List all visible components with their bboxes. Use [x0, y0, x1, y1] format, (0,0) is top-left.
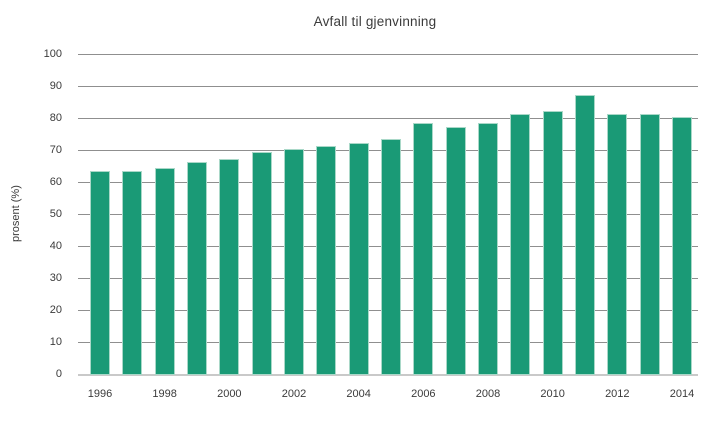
x-tick-label-2014: 2014	[669, 388, 695, 400]
gridline-80	[78, 118, 698, 119]
bar-2002	[283, 149, 304, 375]
y-tick-label-20: 20	[49, 304, 62, 316]
x-tick-label-2012: 2012	[605, 388, 630, 400]
gridline-90	[78, 86, 698, 87]
x-tick-label-2008: 2008	[475, 388, 501, 400]
y-tick-label-50: 50	[49, 208, 62, 220]
bar-2011	[574, 94, 595, 376]
plot-area	[78, 54, 698, 376]
y-tick-label-30: 30	[49, 272, 62, 284]
bar-2004	[348, 142, 369, 376]
y-tick-label-10: 10	[49, 336, 62, 348]
bar-2000	[219, 158, 240, 376]
bar-1997	[122, 171, 143, 375]
bar-1996	[90, 171, 110, 375]
gridline-100	[78, 54, 698, 55]
x-tick-label-1998: 1998	[152, 388, 177, 400]
y-tick-label-60: 60	[49, 176, 62, 188]
chart-title: Avfall til gjenvinning	[313, 14, 437, 29]
x-tick-label-2010: 2010	[540, 388, 565, 400]
bar-2012	[607, 113, 628, 376]
y-tick-label-100: 100	[43, 48, 62, 60]
y-tick-label-90: 90	[49, 80, 62, 92]
bar-2008	[477, 123, 498, 375]
bar-2003	[316, 145, 337, 376]
y-tick-label-70: 70	[49, 144, 62, 156]
bar-2001	[251, 152, 272, 375]
bar-2009	[510, 113, 531, 376]
y-tick-label-80: 80	[49, 112, 62, 124]
bar-2014	[671, 117, 692, 375]
bar-1999	[186, 161, 207, 376]
bar-2005	[380, 139, 401, 375]
x-tick-label-2006: 2006	[411, 388, 436, 400]
bar-2013	[639, 113, 660, 376]
bar-2006	[413, 123, 434, 375]
x-tick-label-2000: 2000	[217, 388, 242, 400]
bar-2010	[542, 110, 563, 376]
bar-1998	[154, 168, 175, 375]
x-tick-label-1996: 1996	[87, 388, 113, 400]
y-tick-label-40: 40	[49, 240, 62, 252]
y-tick-label-0: 0	[55, 368, 62, 380]
x-tick-label-2004: 2004	[346, 388, 371, 400]
x-tick-label-2002: 2002	[281, 388, 307, 400]
bar-2007	[445, 126, 466, 376]
